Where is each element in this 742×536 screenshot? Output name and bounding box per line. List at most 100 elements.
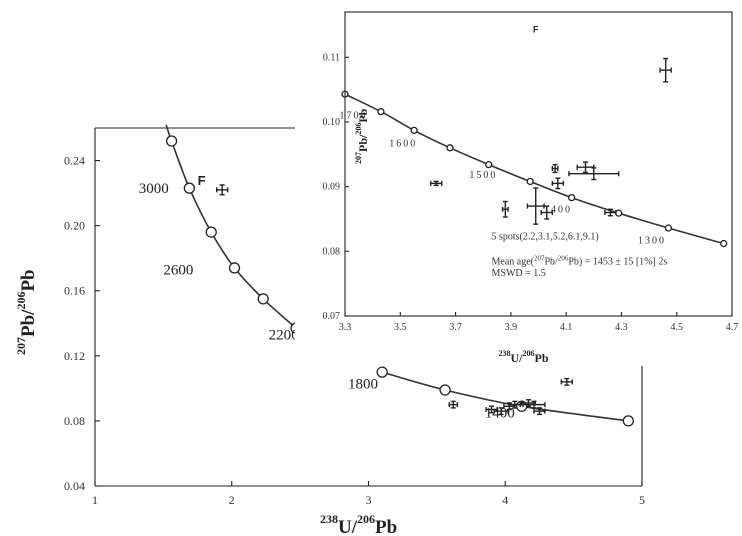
inset-age-label: 1600 <box>389 139 417 150</box>
inset-ylabel-pb-part: Pb/ <box>356 134 370 152</box>
inset-y-tick-label: 0.10 <box>323 117 341 128</box>
main-x-tick-label: 3 <box>366 493 372 507</box>
main-ylabel-pb-suffix: Pb <box>18 269 39 291</box>
inset-x-axis-label: 238U/206Pb <box>499 349 549 365</box>
inset-y-axis-label: 207Pb/206Pb <box>354 108 370 164</box>
main-data-points <box>216 184 573 416</box>
main-y-tick-label: 0.08 <box>64 414 85 428</box>
main-y-tick-label: 0.24 <box>64 154 85 168</box>
main-data-point <box>522 400 546 409</box>
main-ylabel-superscript-207: 207 <box>14 337 28 355</box>
main-age-label: 2600 <box>163 262 193 278</box>
inset-age-label: 1300 <box>638 236 666 247</box>
main-data-point <box>560 377 573 386</box>
inset-x-tick-label: 3.5 <box>394 322 407 333</box>
main-age-label: 1800 <box>348 376 378 392</box>
inset-age-label: 1700 <box>339 111 367 122</box>
inset-concordia-curve <box>344 93 724 245</box>
inset-x-tick-label: 4.7 <box>726 322 739 333</box>
inset-mean-age-prefix: Mean age( <box>492 256 535 267</box>
inset-x-tick-label: 4.3 <box>615 322 628 333</box>
inset-f-label: F <box>533 25 539 35</box>
inset-mean-age-sup-206: 206 <box>558 254 569 262</box>
inset-concordia-marker <box>526 177 534 186</box>
main-concordia-marker <box>257 293 269 305</box>
inset-xlabel-u-part: U/ <box>511 351 524 365</box>
main-x-axis-label: 238U/206Pb <box>320 512 397 536</box>
inset-annotation-mean-age: Mean age(207Pb/206Pb) = 1453 ± 15 [1%] 2… <box>492 254 668 267</box>
inset-x-tick-label: 3.7 <box>449 322 462 333</box>
inset-data-point <box>659 57 672 83</box>
main-x-ticks: 1 2 3 4 5 <box>92 481 645 507</box>
main-data-point <box>508 400 521 409</box>
main-concordia-marker <box>165 135 178 147</box>
main-y-tick-label: 0.04 <box>64 479 85 493</box>
main-x-tick-label: 4 <box>502 493 508 507</box>
inset-annotation-mswd: MSWD = 1.5 <box>492 268 546 279</box>
main-xlabel-pb-part: Pb <box>375 517 397 536</box>
inset-data-point <box>429 180 443 187</box>
inset-x-tick-label: 4.5 <box>670 322 683 333</box>
main-xlabel-superscript-206: 206 <box>357 512 375 526</box>
inset-data-point <box>568 167 620 181</box>
inset-data-point <box>526 187 545 225</box>
inset-mean-age-pb: Pb/ <box>544 256 558 267</box>
main-data-point <box>448 400 459 409</box>
inset-concordia-marker <box>446 144 454 152</box>
inset-annotation-spots: 5 spots(2.2,3.1,5.2,6.1,9.1) <box>492 232 599 243</box>
main-x-tick-label: 5 <box>639 493 645 507</box>
main-xlabel-u-part: U/ <box>338 517 358 536</box>
main-concordia-marker <box>205 226 217 238</box>
inset-data-point <box>551 177 565 190</box>
main-age-label: 3000 <box>139 181 169 197</box>
main-concordia-marker <box>622 415 634 427</box>
main-ylabel-superscript-206: 206 <box>14 292 28 310</box>
inset-xlabel-superscript-238: 238 <box>499 349 511 358</box>
inset-mean-age-suffix: Pb) = 1453 ± 15 [1%] 2s <box>568 256 667 267</box>
inset-y-tick-label: 0.07 <box>323 311 341 322</box>
inset-concordia-marker <box>377 107 385 116</box>
inset-y-tick-label: 0.09 <box>323 182 341 193</box>
main-data-point <box>533 407 546 416</box>
main-concordia-curve-upper <box>165 124 297 329</box>
inset-data-point <box>501 200 509 218</box>
inset-y-tick-label: 0.08 <box>323 246 341 257</box>
main-concordia-curve-lower <box>381 371 629 422</box>
inset-xlabel-superscript-206: 206 <box>523 349 535 358</box>
main-data-point <box>216 184 229 196</box>
main-ylabel-pb-part: Pb/ <box>18 309 39 337</box>
inset-plot-frame <box>295 12 732 366</box>
inset-concordia-marker <box>720 239 728 248</box>
inset-x-tick-label: 3.9 <box>505 322 518 333</box>
inset-data-points <box>429 57 672 225</box>
main-concordia-marker <box>439 384 451 396</box>
inset-age-labels: 1700 1600 1500 1400 1300 <box>339 111 666 247</box>
inset-ylabel-pb-suffix: Pb <box>356 108 370 122</box>
inset-y-tick-label: 0.11 <box>323 52 340 63</box>
inset-concordia-marker <box>568 193 576 202</box>
main-f-label: F <box>198 173 206 188</box>
main-concordia-marker <box>228 262 241 274</box>
main-plot-panel: 1 2 3 4 5 0.04 0.08 0.12 0.16 0.20 0.24 3000 2600 2… <box>14 124 645 536</box>
inset-age-label: 1500 <box>469 170 497 181</box>
main-x-tick-label: 2 <box>229 493 235 507</box>
inset-data-point <box>551 163 559 174</box>
main-concordia-marker <box>183 182 196 194</box>
main-concordia-age-markers <box>165 135 634 427</box>
inset-ylabel-superscript-206: 206 <box>354 123 363 135</box>
main-y-axis-label: 207Pb/206Pb <box>14 269 39 355</box>
inset-concordia-marker <box>664 224 673 232</box>
inset-x-tick-label: 3.3 <box>339 322 352 333</box>
inset-axes-frame <box>344 11 733 317</box>
inset-concordia-marker <box>485 160 493 169</box>
inset-data-point <box>576 161 595 174</box>
main-age-label: 2200 <box>269 328 299 344</box>
main-y-tick-label: 0.12 <box>64 349 85 363</box>
main-y-tick-label: 0.20 <box>64 219 85 233</box>
main-y-tick-label: 0.16 <box>64 284 85 298</box>
main-x-tick-label: 1 <box>92 493 98 507</box>
main-concordia-marker <box>376 366 388 378</box>
inset-xlabel-pb-part: Pb <box>535 351 549 365</box>
inset-plot-panel: 3.3 3.5 3.7 3.9 4.1 4.3 4.5 4.7 0.07 0.08 0.09 0.1… <box>295 11 739 366</box>
